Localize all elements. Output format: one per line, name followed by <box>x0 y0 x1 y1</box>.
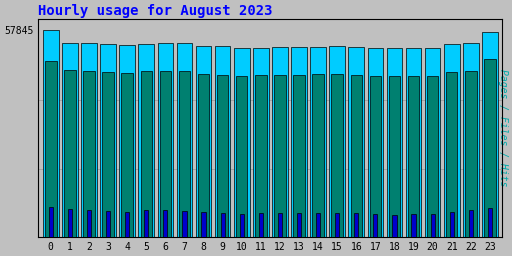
Bar <box>100 44 116 237</box>
Bar <box>465 71 477 237</box>
Bar <box>468 210 473 237</box>
Bar <box>368 48 383 237</box>
Bar <box>425 48 440 237</box>
Bar <box>158 44 173 237</box>
Bar <box>412 214 416 237</box>
Bar <box>431 214 435 237</box>
Bar <box>221 213 225 237</box>
Bar <box>297 213 301 237</box>
Bar <box>179 71 190 237</box>
Bar <box>310 47 326 237</box>
Bar <box>293 75 305 237</box>
Bar <box>463 43 479 237</box>
Bar <box>450 211 454 237</box>
Bar <box>274 75 286 237</box>
Bar <box>217 75 228 237</box>
Bar <box>488 208 492 237</box>
Bar <box>45 61 56 237</box>
Bar <box>444 44 460 237</box>
Bar <box>484 59 496 237</box>
Bar <box>389 76 400 237</box>
Bar <box>62 43 78 237</box>
Bar <box>160 71 171 237</box>
Bar <box>125 211 129 237</box>
Bar <box>138 44 154 237</box>
Bar <box>119 45 135 237</box>
Bar <box>373 214 377 237</box>
Bar <box>408 76 419 237</box>
Bar <box>351 75 362 237</box>
Bar <box>87 210 91 237</box>
Bar <box>446 72 457 237</box>
Bar <box>349 47 364 237</box>
Bar <box>392 215 396 237</box>
Bar <box>49 207 53 237</box>
Bar <box>64 70 76 237</box>
Bar <box>106 211 110 237</box>
Bar <box>387 48 402 237</box>
Bar <box>121 73 133 237</box>
Bar <box>177 44 192 237</box>
Bar <box>253 48 269 237</box>
Bar <box>163 210 167 237</box>
Bar <box>240 214 244 237</box>
Bar <box>196 46 211 237</box>
Bar <box>406 48 421 237</box>
Bar <box>68 209 72 237</box>
Bar <box>83 71 95 237</box>
Bar <box>354 213 358 237</box>
Bar <box>482 32 498 237</box>
Bar <box>201 212 206 237</box>
Bar <box>234 48 249 237</box>
Bar <box>370 76 381 237</box>
Bar <box>255 75 267 237</box>
Bar <box>331 74 343 237</box>
Bar <box>329 46 345 237</box>
Bar <box>102 72 114 237</box>
Bar <box>291 47 307 237</box>
Bar <box>140 71 152 237</box>
Bar <box>81 43 97 237</box>
Bar <box>427 76 438 237</box>
Bar <box>335 212 339 237</box>
Bar <box>272 47 288 237</box>
Bar <box>312 74 324 237</box>
Bar <box>43 30 58 237</box>
Y-axis label: Pages / Files / Hits: Pages / Files / Hits <box>498 69 508 187</box>
Bar <box>236 76 247 237</box>
Bar <box>316 213 320 237</box>
Text: Hourly usage for August 2023: Hourly usage for August 2023 <box>38 4 273 18</box>
Bar <box>259 213 263 237</box>
Bar <box>215 46 230 237</box>
Bar <box>278 213 282 237</box>
Bar <box>144 210 148 237</box>
Bar <box>198 73 209 237</box>
Bar <box>182 211 186 237</box>
